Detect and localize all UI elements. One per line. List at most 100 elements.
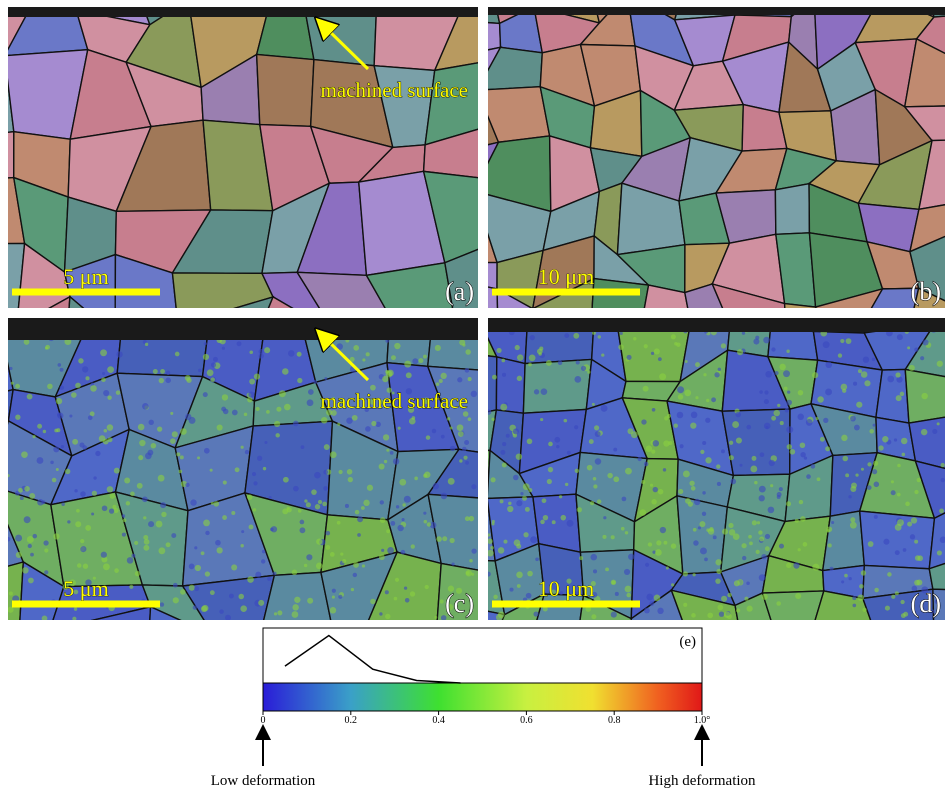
speckle [240, 544, 243, 547]
speckle [158, 547, 165, 554]
speckle [683, 603, 687, 607]
speckle [275, 433, 279, 437]
speckle [786, 350, 789, 353]
grain [934, 640, 945, 703]
speckle [492, 520, 495, 523]
speckle [513, 475, 519, 481]
speckle [175, 352, 180, 357]
surface-strip [8, 7, 478, 17]
speckle [418, 358, 423, 363]
speckle [142, 403, 148, 409]
speckle [37, 457, 44, 464]
speckle [160, 502, 166, 508]
speckle [324, 377, 327, 380]
speckle [28, 578, 34, 584]
speckle [759, 574, 766, 581]
speckle [401, 550, 406, 555]
speckle [564, 333, 569, 338]
speckle [527, 571, 533, 577]
speckle [907, 346, 910, 349]
speckle [486, 572, 491, 577]
speckle [917, 555, 923, 561]
speckle [601, 353, 604, 356]
speckle [574, 376, 581, 383]
speckle [547, 479, 552, 484]
speckle [345, 504, 349, 508]
speckle [253, 481, 257, 485]
speckle [548, 467, 553, 472]
panel-label: (d) [911, 589, 941, 618]
speckle [231, 511, 235, 515]
panel-label: (c) [445, 589, 474, 618]
speckle [276, 407, 281, 412]
speckle [129, 585, 133, 589]
speckle [820, 437, 825, 442]
speckle [618, 344, 624, 350]
speckle [201, 551, 205, 555]
speckle [213, 357, 218, 362]
grain [0, 132, 14, 181]
speckle [180, 589, 186, 595]
speckle [442, 536, 447, 541]
speckle [677, 386, 684, 393]
speckle [774, 371, 778, 375]
speckle [330, 552, 335, 557]
speckle [298, 509, 302, 513]
speckle [410, 591, 415, 596]
speckle [591, 614, 596, 619]
speckle [412, 358, 418, 364]
speckle [534, 389, 539, 394]
speckle [793, 562, 799, 568]
speckle [729, 455, 734, 460]
speckle [891, 480, 894, 483]
speckle [307, 598, 313, 604]
grain [474, 136, 551, 211]
speckle [166, 542, 171, 547]
speckle [517, 376, 522, 381]
speckle [752, 520, 757, 525]
speckle [264, 347, 270, 353]
speckle [900, 600, 904, 604]
speckle [658, 357, 662, 361]
speckle [655, 549, 662, 556]
speckle [771, 347, 775, 351]
speckle [907, 522, 912, 527]
speckle [424, 520, 428, 524]
grain [768, 329, 818, 360]
speckle [28, 544, 32, 548]
speckle [16, 552, 22, 558]
speckle [895, 372, 900, 377]
speckle [288, 350, 295, 357]
speckle [41, 500, 45, 504]
speckle [330, 607, 337, 614]
speckle [597, 499, 602, 504]
speckle [75, 383, 81, 389]
speckle [706, 399, 709, 402]
surface-strip [488, 7, 945, 15]
speckle [500, 450, 505, 455]
speckle [909, 365, 915, 371]
speckle [223, 409, 229, 415]
speckle [379, 612, 382, 615]
speckle [393, 458, 399, 464]
speckle [471, 573, 474, 576]
speckle [256, 407, 260, 411]
axis-annotation: High deformation [648, 773, 756, 789]
speckle [487, 533, 490, 536]
speckle [848, 495, 851, 498]
speckle [283, 477, 289, 483]
speckle [799, 500, 803, 504]
speckle [439, 599, 443, 603]
speckle [11, 382, 14, 385]
speckle [380, 517, 386, 523]
speckle [498, 611, 505, 618]
speckle [404, 361, 411, 368]
scale-bar-label: 5 μm [63, 264, 108, 289]
speckle [9, 367, 12, 370]
speckle [402, 518, 405, 521]
speckle [394, 343, 400, 349]
speckle [529, 355, 536, 362]
speckle [44, 570, 48, 574]
speckle [867, 485, 872, 490]
speckle [153, 369, 158, 374]
